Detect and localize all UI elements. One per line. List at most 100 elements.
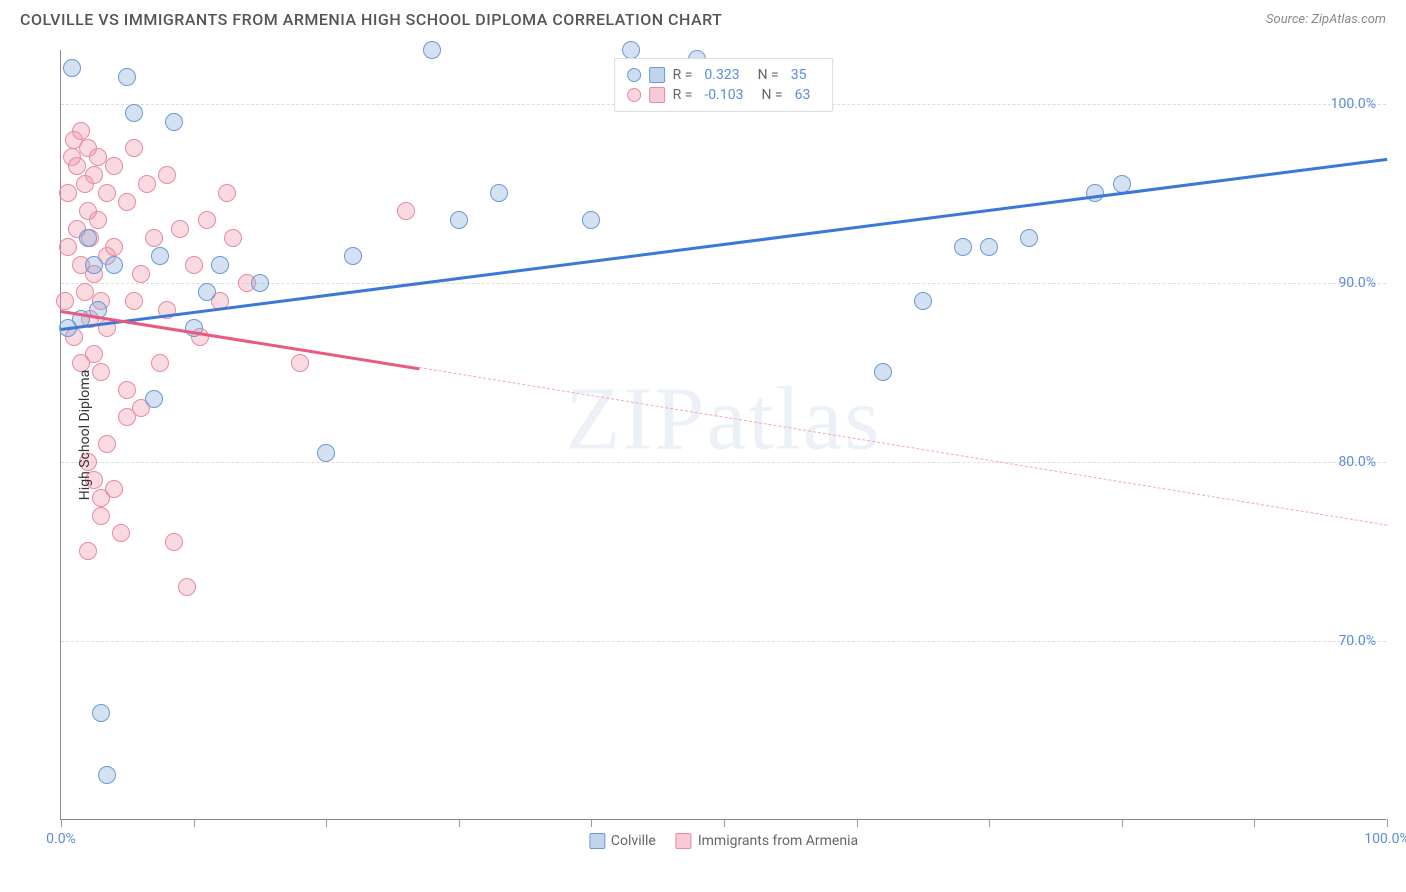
legend-n-label: N = xyxy=(758,67,779,83)
data-point xyxy=(85,345,103,363)
x-tick xyxy=(989,819,990,827)
data-point xyxy=(171,220,189,238)
chart-source: Source: ZipAtlas.com xyxy=(1266,12,1386,27)
y-tick-label: 80.0% xyxy=(1338,454,1376,470)
data-point xyxy=(105,238,123,256)
x-tick xyxy=(591,819,592,827)
x-tick xyxy=(1387,819,1388,827)
data-point xyxy=(198,211,216,229)
data-point xyxy=(85,256,103,274)
data-point xyxy=(118,193,136,211)
data-point xyxy=(914,292,932,310)
y-tick-label: 100.0% xyxy=(1331,96,1376,112)
data-point xyxy=(291,354,309,372)
data-point xyxy=(211,256,229,274)
chart-header: COLVILLE VS IMMIGRANTS FROM ARMENIA HIGH… xyxy=(0,0,1406,35)
legend-row-blue: R = 0.323 N = 35 xyxy=(627,65,821,85)
x-tick xyxy=(459,819,460,827)
data-point xyxy=(1020,229,1038,247)
gridline xyxy=(61,641,1386,642)
data-point xyxy=(344,247,362,265)
data-point xyxy=(622,41,640,59)
data-point xyxy=(145,229,163,247)
legend-r-pink: -0.103 xyxy=(704,87,743,103)
data-point xyxy=(151,247,169,265)
data-point xyxy=(92,363,110,381)
x-tick-label: 100.0% xyxy=(1364,831,1406,847)
legend-r-label: R = xyxy=(673,87,693,103)
legend-n-pink: 63 xyxy=(795,87,811,103)
data-point xyxy=(397,202,415,220)
legend-label-pink: Immigrants from Armenia xyxy=(698,833,858,849)
legend-swatch-blue xyxy=(649,67,665,83)
data-point xyxy=(72,122,90,140)
data-point xyxy=(980,238,998,256)
x-tick xyxy=(194,819,195,827)
legend-label-blue: Colville xyxy=(611,833,656,849)
data-point xyxy=(125,139,143,157)
data-point xyxy=(165,113,183,131)
y-tick-label: 90.0% xyxy=(1338,275,1376,291)
legend-n-label: N = xyxy=(761,87,782,103)
data-point xyxy=(105,256,123,274)
data-point xyxy=(490,184,508,202)
legend-swatch-pink xyxy=(649,87,665,103)
legend-marker-blue xyxy=(627,68,641,82)
legend-swatch-icon xyxy=(589,833,605,849)
data-point xyxy=(118,381,136,399)
data-point xyxy=(151,354,169,372)
data-point xyxy=(1086,184,1104,202)
watermark: ZIPatlas xyxy=(566,368,882,471)
data-point xyxy=(317,444,335,462)
data-point xyxy=(132,265,150,283)
legend-r-blue: 0.323 xyxy=(704,67,739,83)
y-axis-label: High School Diploma xyxy=(77,370,93,500)
x-tick xyxy=(326,819,327,827)
data-point xyxy=(105,480,123,498)
data-point xyxy=(85,166,103,184)
data-point xyxy=(98,435,116,453)
data-point xyxy=(63,59,81,77)
x-tick xyxy=(857,819,858,827)
data-point xyxy=(125,292,143,310)
data-point xyxy=(98,184,116,202)
data-point xyxy=(874,363,892,381)
data-point xyxy=(118,68,136,86)
x-tick xyxy=(1254,819,1255,827)
data-point xyxy=(92,507,110,525)
data-point xyxy=(138,175,156,193)
legend-swatch-icon xyxy=(676,833,692,849)
plot-area: ZIPatlas R = 0.323 N = 35 R = -0.103 N =… xyxy=(60,50,1386,820)
data-point xyxy=(582,211,600,229)
data-point xyxy=(112,524,130,542)
chart-title: COLVILLE VS IMMIGRANTS FROM ARMENIA HIGH… xyxy=(20,10,722,29)
trend-line xyxy=(419,367,1387,526)
legend-item-pink: Immigrants from Armenia xyxy=(676,833,858,849)
x-tick xyxy=(1122,819,1123,827)
data-point xyxy=(56,292,74,310)
legend-item-blue: Colville xyxy=(589,833,656,849)
data-point xyxy=(423,41,441,59)
y-tick-label: 70.0% xyxy=(1338,633,1376,649)
data-point xyxy=(224,229,242,247)
data-point xyxy=(198,283,216,301)
data-point xyxy=(79,542,97,560)
data-point xyxy=(59,184,77,202)
legend-row-pink: R = -0.103 N = 63 xyxy=(627,85,821,105)
data-point xyxy=(105,157,123,175)
data-point xyxy=(92,704,110,722)
legend-correlation: R = 0.323 N = 35 R = -0.103 N = 63 xyxy=(614,58,834,112)
x-tick xyxy=(61,819,62,827)
data-point xyxy=(158,166,176,184)
data-point xyxy=(68,157,86,175)
data-point xyxy=(178,578,196,596)
data-point xyxy=(185,256,203,274)
data-point xyxy=(954,238,972,256)
data-point xyxy=(79,229,97,247)
legend-r-label: R = xyxy=(673,67,693,83)
legend-marker-pink xyxy=(627,88,641,102)
data-point xyxy=(98,766,116,784)
data-point xyxy=(89,211,107,229)
data-point xyxy=(125,104,143,122)
gridline xyxy=(61,462,1386,463)
